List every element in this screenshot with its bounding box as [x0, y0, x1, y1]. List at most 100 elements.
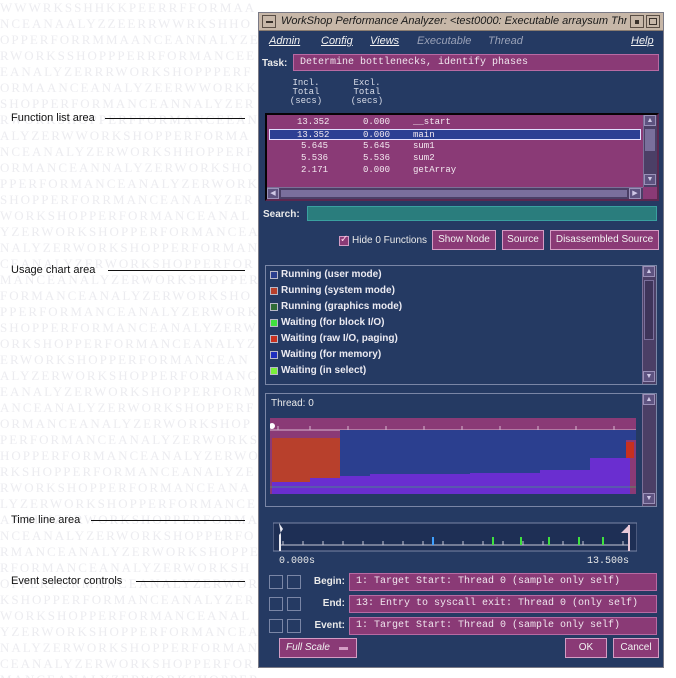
plot-marker [270, 423, 275, 429]
header-line: (secs) [289, 96, 323, 106]
timeline-start-label: 0.000s [279, 556, 316, 567]
function-list-vscroll[interactable]: ▲ ▼ [643, 115, 657, 187]
hide-zero-label: Hide 0 Functions [352, 235, 428, 246]
begin-prev-button[interactable] [269, 575, 283, 589]
ok-button[interactable]: OK [565, 638, 607, 658]
menu-thread[interactable]: Thread [488, 35, 523, 47]
full-scale-button[interactable]: Full Scale [279, 638, 357, 658]
legend-label: Running (system mode) [281, 285, 395, 296]
menu-bar: Admin Config Views Executable Thread Hel… [259, 32, 663, 52]
callout-event-selector: Event selector controls [11, 575, 122, 587]
end-field[interactable]: 13: Entry to syscall exit: Thread 0 (onl… [349, 595, 657, 613]
disassembled-source-button[interactable]: Disassembled Source [550, 230, 659, 250]
window-title: WorkShop Performance Analyzer: <test0000… [281, 15, 627, 27]
function-row-selected[interactable]: 13.352 0.000 main [269, 129, 641, 140]
hide-zero-checkbox[interactable] [339, 234, 349, 246]
legend-label: Waiting (for memory) [281, 349, 382, 360]
search-input[interactable] [307, 206, 657, 221]
user-mode-area [340, 430, 636, 476]
function-name: __start [413, 117, 451, 127]
menu-admin[interactable]: Admin [269, 35, 301, 47]
event-next-button[interactable] [287, 619, 301, 633]
full-scale-label: Full Scale [286, 642, 330, 653]
dash-icon [266, 21, 273, 23]
show-node-button[interactable]: Show Node [432, 230, 496, 250]
incl-value: 13.352 [297, 117, 330, 127]
legend-swatch [270, 335, 278, 343]
event-field[interactable]: 1: Target Start: Thread 0 (sample only s… [349, 617, 657, 635]
menu-views[interactable]: Views [370, 35, 400, 47]
title-bar[interactable]: WorkShop Performance Analyzer: <test0000… [259, 13, 663, 31]
excl-value: 5.536 [363, 153, 391, 163]
header-line: Total [353, 87, 381, 97]
legend-swatch [270, 303, 278, 311]
usage-chart-plot[interactable] [270, 418, 636, 494]
minimize-icon [635, 20, 639, 24]
header-line: Incl. [292, 78, 320, 88]
cancel-button[interactable]: Cancel [613, 638, 659, 658]
minimize-button[interactable] [630, 15, 644, 28]
legend-swatch [270, 271, 278, 279]
event-prev-button[interactable] [269, 619, 283, 633]
waiting-area [272, 458, 630, 494]
time-line[interactable]: 0.000s 13.500s [273, 521, 637, 567]
function-row[interactable]: 5.536 5.536 sum2 [269, 153, 641, 164]
scroll-up-icon[interactable]: ▲ [643, 394, 655, 405]
system-mode-area [272, 438, 340, 482]
function-list[interactable]: 13.352 0.000 __start 13.352 0.000 main 5… [265, 113, 659, 201]
menu-help[interactable]: Help [631, 35, 654, 47]
performance-analyzer-window: WorkShop Performance Analyzer: <test0000… [258, 12, 664, 668]
legend-swatch [270, 367, 278, 375]
incl-value: 13.352 [297, 130, 330, 140]
legend-label: Waiting (raw I/O, paging) [281, 333, 398, 344]
menu-config[interactable]: Config [321, 35, 353, 47]
begin-caliper-icon[interactable] [279, 523, 283, 551]
function-row[interactable]: 13.352 0.000 __start [269, 117, 641, 128]
legend-label: Waiting (in select) [281, 365, 367, 376]
scroll-thumb[interactable] [644, 280, 654, 340]
end-prev-button[interactable] [269, 597, 283, 611]
scroll-down-icon[interactable]: ▼ [644, 174, 656, 185]
scroll-up-icon[interactable]: ▲ [643, 266, 655, 277]
legend-vscroll[interactable]: ▲ ▼ [642, 266, 656, 384]
thread-label: Thread: 0 [271, 398, 314, 409]
scroll-left-icon[interactable]: ◀ [267, 188, 279, 199]
legend-swatch [270, 287, 278, 295]
maximize-icon [649, 18, 657, 25]
end-caliper-bar [628, 525, 630, 551]
scroll-thumb[interactable] [645, 129, 655, 151]
callout-label: Usage chart area [11, 264, 96, 276]
function-name: sum1 [413, 141, 435, 151]
callout-label: Time line area [11, 514, 81, 526]
task-label: Task: [262, 58, 288, 69]
begin-field[interactable]: 1: Target Start: Thread 0 (sample only s… [349, 573, 657, 591]
scroll-down-icon[interactable]: ▼ [643, 493, 655, 504]
incl-value: 2.171 [301, 165, 329, 175]
scroll-down-icon[interactable]: ▼ [643, 371, 655, 382]
time-line-track[interactable] [273, 521, 637, 555]
incl-total-header[interactable]: Incl. Total (secs) [283, 79, 329, 106]
begin-next-button[interactable] [287, 575, 301, 589]
excl-value: 0.000 [363, 117, 391, 127]
callout-label: Event selector controls [11, 575, 123, 587]
scroll-up-icon[interactable]: ▲ [644, 115, 656, 126]
function-row[interactable]: 2.171 0.000 getArray [269, 165, 641, 176]
function-list-hscroll[interactable]: ◀ ▶ [267, 187, 643, 199]
scroll-right-icon[interactable]: ▶ [629, 188, 641, 199]
callout-function-list: Function list area [11, 112, 95, 124]
chart-vscroll[interactable]: ▲ ▼ [642, 394, 656, 506]
search-label: Search: [263, 209, 300, 220]
excl-total-header[interactable]: Excl. Total (secs) [344, 79, 390, 106]
function-row[interactable]: 5.645 5.645 sum1 [269, 141, 641, 152]
hscroll-thumb[interactable] [281, 190, 627, 197]
window-menu-button[interactable] [262, 15, 276, 28]
maximize-button[interactable] [646, 15, 660, 28]
task-field[interactable]: Determine bottlenecks, identify phases [293, 54, 659, 71]
end-label: End: [322, 598, 345, 609]
end-caliper-icon[interactable] [621, 525, 629, 533]
end-next-button[interactable] [287, 597, 301, 611]
menu-executable[interactable]: Executable [417, 35, 472, 47]
legend-label: Running (graphics mode) [281, 301, 403, 312]
excl-value: 0.000 [363, 165, 391, 175]
source-button[interactable]: Source [502, 230, 544, 250]
